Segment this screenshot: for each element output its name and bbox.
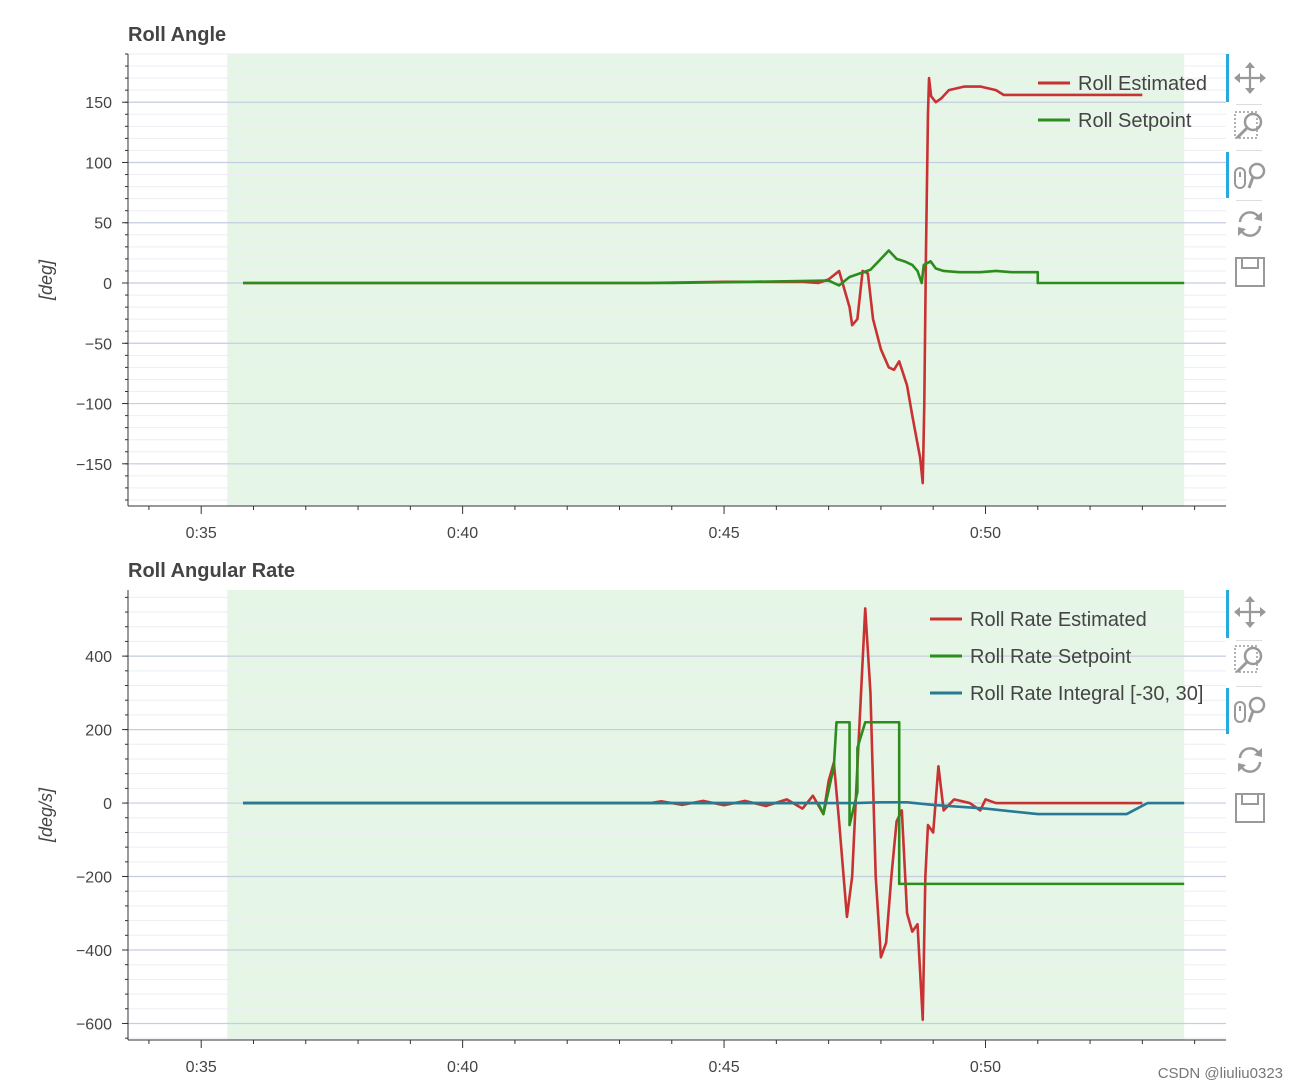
x-tick-label: 0:50	[970, 525, 1001, 542]
roll-angular-rate-chart[interactable]: 400 200 0 −200 −400 −600 0:35 0:40 0:45 0:50 [deg/…	[0, 536, 1230, 1088]
y-tick-label: −400	[76, 943, 112, 960]
minor-grid	[128, 596, 1226, 1039]
reset-tool-button[interactable]	[1232, 742, 1268, 778]
series-line-roll-rate-setpoint	[243, 720, 1185, 886]
wheel-zoom-icon	[1234, 162, 1266, 189]
save-tool-button[interactable]	[1232, 254, 1268, 290]
pan-active-indicator	[1226, 590, 1229, 638]
reset-tool-button[interactable]	[1232, 206, 1268, 242]
y-axis-label: [deg/s]	[36, 787, 56, 843]
box-zoom-icon	[1234, 111, 1263, 140]
wheel-zoom-active-indicator	[1226, 152, 1229, 198]
series-line-roll-rate-estimated	[243, 607, 1143, 1022]
legend-item-label[interactable]: Roll Setpoint	[1078, 110, 1192, 132]
reset-icon	[1238, 211, 1262, 237]
y-tick-label: 150	[85, 95, 112, 112]
y-tick-label: 200	[85, 723, 112, 740]
move-icon	[1234, 596, 1266, 628]
y-tick-label: −150	[76, 457, 112, 474]
series-line-roll-setpoint	[243, 249, 1185, 287]
watermark: CSDN @liuliu0323	[1157, 1065, 1283, 1082]
roll-angular-rate-title: Roll Angular Rate	[128, 560, 296, 582]
x-tick-label: 0:35	[186, 1059, 217, 1076]
major-grid	[128, 101, 1226, 465]
wheel-zoom-tool-button[interactable]	[1232, 692, 1268, 728]
y-tick-label: −100	[76, 397, 112, 414]
y-tick-label: 100	[85, 155, 112, 172]
legend[interactable]: Roll Rate Estimated Roll Rate Setpoint Rol…	[930, 609, 1203, 705]
legend[interactable]: Roll Estimated Roll Setpoint	[1038, 73, 1207, 132]
series-line-roll-rate-integral-30-30	[243, 801, 1185, 816]
x-tick-label: 0:50	[970, 1059, 1001, 1076]
chart-toolbar-roll-angular-rate	[1226, 590, 1276, 830]
roll-angle-title: Roll Angle	[128, 24, 227, 46]
y-axis-label: [deg]	[36, 259, 56, 301]
save-icon	[1235, 793, 1265, 823]
wheel-zoom-tool-button[interactable]	[1232, 158, 1268, 194]
y-tick-label: 0	[103, 796, 112, 813]
x-tick-label: 0:45	[708, 1059, 739, 1076]
pan-tool-button[interactable]	[1232, 60, 1268, 96]
y-tick-label: 50	[94, 216, 112, 233]
pan-active-indicator	[1226, 54, 1229, 102]
save-tool-button[interactable]	[1232, 790, 1268, 826]
box-zoom-tool-button[interactable]	[1232, 642, 1268, 678]
y-tick-label: 0	[103, 276, 112, 293]
legend-item-label[interactable]: Roll Estimated	[1078, 73, 1207, 95]
legend-item-label[interactable]: Roll Rate Integral [-30, 30]	[970, 683, 1203, 705]
x-tick-label: 0:35	[186, 525, 217, 542]
roll-angle-chart[interactable]: 150 100 50 0 −50 −100 −150 0:35 0:40 0:45 0:50 [deg…	[0, 0, 1230, 555]
x-tick-label: 0:40	[447, 525, 478, 542]
legend-item-label[interactable]: Roll Rate Estimated	[970, 609, 1147, 631]
major-grid	[128, 655, 1226, 1025]
wheel-zoom-icon	[1234, 696, 1266, 723]
wheel-zoom-active-indicator	[1226, 688, 1229, 734]
save-icon	[1235, 257, 1265, 287]
chart-toolbar-roll-angle	[1226, 54, 1276, 294]
box-zoom-icon	[1234, 645, 1263, 674]
legend-item-label[interactable]: Roll Rate Setpoint	[970, 646, 1132, 668]
y-tick-label: −200	[76, 870, 112, 887]
y-tick-label: 400	[85, 649, 112, 666]
x-tick-label: 0:45	[708, 525, 739, 542]
box-zoom-tool-button[interactable]	[1232, 108, 1268, 144]
active-range-band	[227, 54, 1185, 506]
reset-icon	[1238, 747, 1262, 773]
x-tick-label: 0:40	[447, 1059, 478, 1076]
y-tick-label: −50	[85, 336, 112, 353]
pan-tool-button[interactable]	[1232, 594, 1268, 630]
move-icon	[1234, 62, 1266, 94]
y-tick-label: −600	[76, 1016, 112, 1033]
series-line-roll-estimated	[243, 76, 1143, 485]
